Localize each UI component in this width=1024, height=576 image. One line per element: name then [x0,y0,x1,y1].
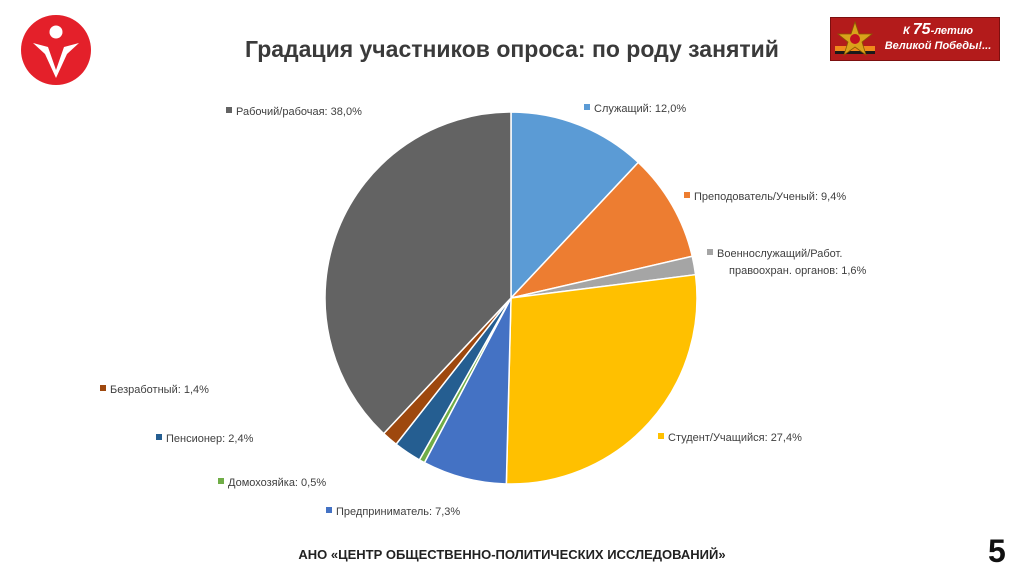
page-number: 5 [988,533,1006,569]
data-label: Военнослужащий/Работ. правоохран. органов… [717,248,867,277]
pie-slice [510,111,640,300]
data-label: Служащий: 12,0% [594,103,686,115]
data-label: Преподователь/Ученый: 9,4% [694,191,846,203]
data-label-marker [684,192,690,198]
pie-slice [508,161,694,300]
data-label: Безработный: 1,4% [110,384,209,396]
badge-number: 75 [912,21,931,38]
data-label-marker [707,249,713,255]
victory-anniversary-badge: К 75-летию Великой Победы!... [830,17,1000,61]
data-label-marker [226,107,232,113]
organization-logo-icon [21,15,91,85]
badge-prefix: К [902,25,913,37]
data-label-marker [658,433,664,439]
data-label-marker [156,434,162,440]
data-label: Рабочий/рабочая: 38,0% [236,106,362,118]
page-title: Градация участников опроса: по роду заня… [245,36,779,62]
data-label-marker [218,478,224,484]
data-label: Домохозяйка: 0,5% [228,477,326,489]
pie-slice [324,111,512,435]
data-label: Пенсионер: 2,4% [166,433,254,445]
pie-slice [505,273,698,485]
data-label: Предприниматель: 7,3% [336,506,460,518]
data-label-marker [584,104,590,110]
badge-suffix: -летию [930,25,974,37]
data-label: Студент/Учащийся: 27,4% [668,432,802,444]
footer-organization: АНО «ЦЕНТР ОБЩЕСТВЕННО-ПОЛИТИЧЕСКИХ ИССЛ… [298,547,726,562]
badge-line-2: Великой Победы!... [884,40,992,52]
data-label-marker [100,385,106,391]
order-star-icon [835,20,875,57]
data-label-marker [326,507,332,513]
